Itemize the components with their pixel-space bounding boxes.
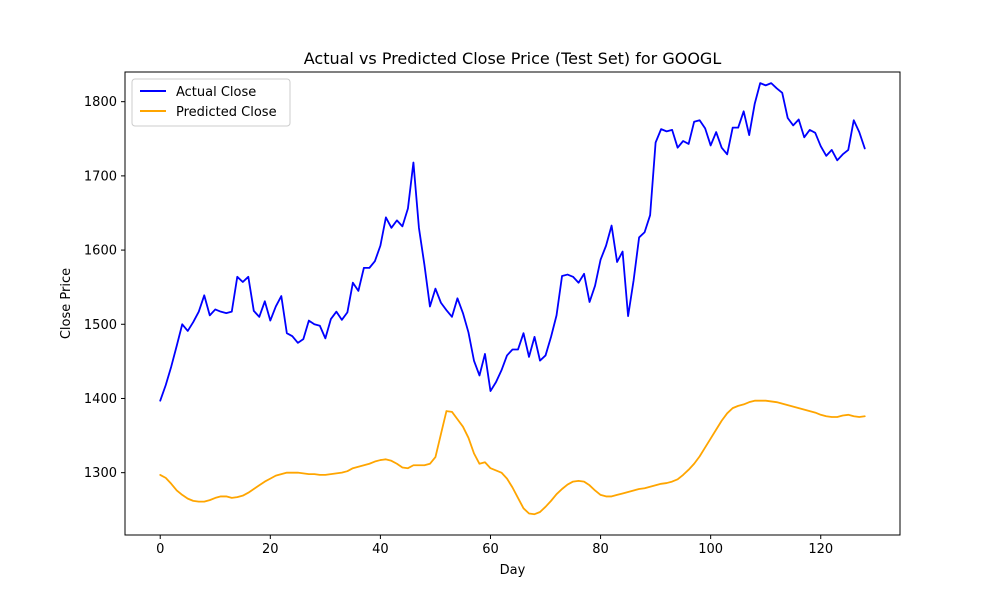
x-axis-label: Day: [500, 563, 526, 578]
y-tick-label: 1800: [84, 95, 117, 110]
y-axis-label: Close Price: [59, 268, 74, 339]
legend: Actual Close Predicted Close: [131, 78, 291, 127]
plot-frame: [124, 71, 901, 536]
series-line-actual: [159, 82, 866, 402]
legend-label-actual: Actual Close: [176, 85, 256, 100]
y-axis: 1300 1400 1500 1600 1700 1800: [84, 95, 125, 481]
y-tick-label: 1400: [84, 392, 117, 407]
x-tick-label: 20: [262, 542, 279, 557]
x-tick-label: 60: [482, 542, 499, 557]
chart-title: Actual vs Predicted Close Price (Test Se…: [304, 49, 722, 68]
y-tick-label: 1700: [84, 169, 117, 184]
x-tick-label: 100: [698, 542, 723, 557]
x-axis: 0 20 40 60 80 100 120: [156, 535, 833, 557]
y-tick-label: 1600: [84, 244, 117, 259]
x-tick-label: 120: [808, 542, 833, 557]
plot-area: [159, 82, 866, 516]
series-line-predicted: [159, 399, 866, 516]
x-tick-label: 80: [592, 542, 609, 557]
legend-box: [131, 78, 291, 127]
legend-label-predicted: Predicted Close: [176, 105, 277, 120]
x-tick-label: 40: [372, 542, 389, 557]
y-tick-label: 1300: [84, 466, 117, 481]
x-tick-label: 0: [156, 542, 164, 557]
y-tick-label: 1500: [84, 318, 117, 333]
